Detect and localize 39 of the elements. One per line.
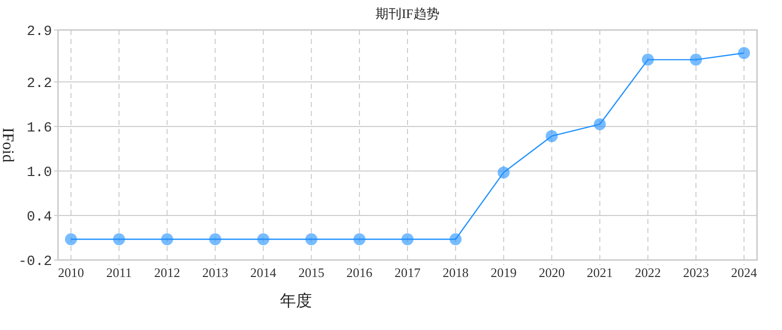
x-tick-label: 2022 [634, 265, 661, 280]
x-tick-label: 2010 [58, 265, 84, 280]
x-tick-label: 2013 [202, 265, 228, 280]
x-tick-label: 2014 [250, 265, 277, 280]
point [546, 130, 558, 142]
x-tick-label: 2019 [490, 265, 517, 280]
x-tick-label: 2020 [538, 265, 565, 280]
point [257, 233, 270, 246]
point [690, 54, 702, 66]
x-tick-label: 2023 [682, 265, 709, 280]
chart-title: 期刊IF趋势 [376, 6, 440, 21]
point [113, 233, 126, 246]
y-tick-label: -0.2 [18, 254, 52, 270]
y-tick-label: 1.0 [26, 164, 52, 181]
point [642, 54, 654, 66]
x-tick-label: 2021 [586, 265, 613, 280]
y-axis-title: IFoid [0, 128, 16, 162]
point [450, 233, 462, 246]
x-tick-label: 2012 [154, 265, 180, 280]
point [64, 233, 77, 246]
x-tick-label: 2018 [442, 265, 469, 280]
point [161, 233, 174, 246]
y-tick-label: 1.6 [26, 120, 52, 136]
point [209, 233, 222, 246]
y-tick-label: 2.2 [26, 76, 52, 92]
point [305, 233, 318, 246]
x-tick-label: 2011 [106, 265, 132, 280]
point [353, 233, 366, 246]
point [402, 233, 414, 246]
y-tick-label: 2.9 [26, 24, 52, 40]
x-tick-label: 2015 [298, 265, 324, 280]
x-tick-label: 2024 [731, 265, 758, 280]
y-tick-label: 0.4 [26, 209, 52, 226]
point [738, 47, 750, 59]
x-tick-label: 2016 [346, 265, 373, 280]
x-tick-label: 2017 [394, 265, 421, 280]
point [498, 166, 510, 178]
x-axis-title: 年度 [280, 292, 312, 310]
point [594, 118, 606, 130]
